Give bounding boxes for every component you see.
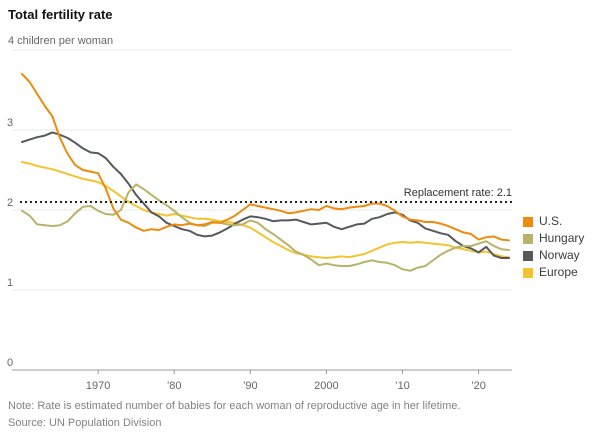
y-axis-unit-label: 4 children per woman <box>8 35 114 47</box>
series-line-us <box>21 73 510 242</box>
legend-swatch-hungary <box>523 233 533 244</box>
series-lines <box>21 73 510 272</box>
y-tick-label: 3 <box>7 117 13 129</box>
legend-label-europe: Europe <box>539 265 578 279</box>
y-tick-label: 1 <box>7 277 13 289</box>
legend-swatch-norway <box>523 250 533 261</box>
x-axis: 1970 ’80 ’90 2000 ’10 ’20 <box>86 370 486 392</box>
legend-swatch-us <box>523 216 533 227</box>
x-tick-label: 1970 <box>86 380 110 392</box>
legend-swatch-europe <box>523 267 533 278</box>
y-tick-label: 2 <box>7 197 13 209</box>
y-tick-label: 0 <box>7 357 13 369</box>
legend-item-us: U.S. <box>523 215 584 228</box>
chart-title: Total fertility rate <box>8 7 113 22</box>
chart-legend: U.S. Hungary Norway Europe <box>523 215 584 279</box>
legend-label-hungary: Hungary <box>539 231 585 245</box>
chart-source: Source: UN Population Division <box>8 417 162 429</box>
x-tick-label: ’10 <box>395 380 410 392</box>
legend-item-hungary: Hungary <box>523 232 584 245</box>
legend-label-norway: Norway <box>539 248 580 262</box>
chart-note: Note: Rate is estimated number of babies… <box>8 400 461 412</box>
x-tick-label: ’90 <box>243 380 258 392</box>
legend-item-norway: Norway <box>523 249 584 262</box>
series-line-hungary <box>21 183 510 272</box>
legend-item-europe: Europe <box>523 266 584 279</box>
x-tick-label: 2000 <box>314 380 338 392</box>
x-tick-label: ’20 <box>471 380 486 392</box>
replacement-rate-label: Replacement rate: 2.1 <box>404 187 512 199</box>
x-tick-label: ’80 <box>167 380 182 392</box>
series-line-norway <box>21 131 510 259</box>
y-axis-labels: 0 1 2 3 <box>7 117 13 369</box>
legend-label-us: U.S. <box>539 214 563 228</box>
